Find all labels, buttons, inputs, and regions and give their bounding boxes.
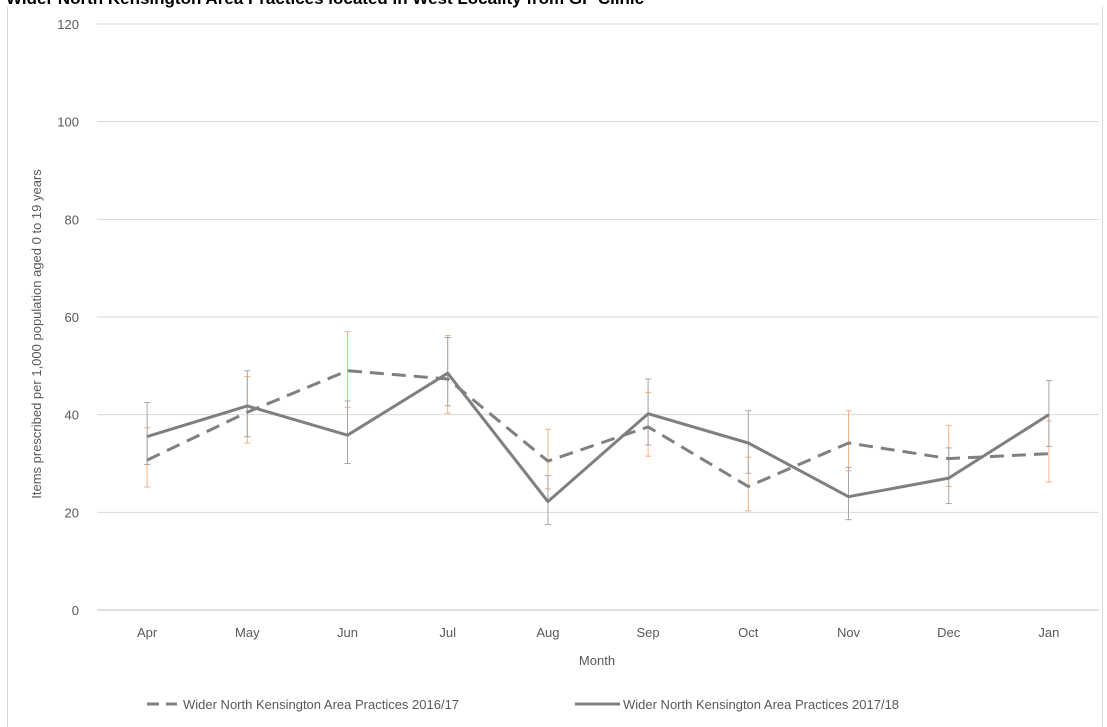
x-tick-label-may: May [235, 625, 260, 640]
x-tick-label-dec: Dec [937, 625, 961, 640]
gridlines [97, 23, 1099, 611]
y-tick-label-0: 0 [72, 603, 79, 618]
x-tick-label-aug: Aug [536, 625, 559, 640]
y-tick-label-40: 40 [65, 408, 79, 423]
error-bar-s1-jan [1045, 379, 1052, 447]
y-tick-label-120: 120 [57, 17, 79, 32]
y-tick-label-100: 100 [57, 115, 79, 130]
error-bar-s1-jun [344, 400, 351, 464]
x-tick-label-jan: Jan [1038, 625, 1059, 640]
error-bar-s0-nov [845, 410, 852, 472]
chart-title: Wider North Kensington Area Practices lo… [0, 0, 1107, 9]
x-tick-label-oct: Oct [738, 625, 759, 640]
error-bar-s1-may [244, 370, 251, 438]
y-axis-title: Items prescribed per 1,000 population ag… [29, 169, 44, 499]
series-line-2017-18 [146, 371, 1050, 504]
x-tick-label-nov: Nov [837, 625, 861, 640]
series-lines [146, 369, 1050, 504]
tick-labels: 0 20 40 60 80 100 120 Apr May Jun Jul Aug Sep Oct Nov D… [57, 17, 1059, 640]
error-bar-s1-nov [845, 466, 852, 521]
error-bar-s1-apr [144, 401, 151, 465]
legend-label-2016-17: Wider North Kensington Area Practices 20… [183, 697, 459, 712]
y-tick-label-20: 20 [65, 505, 79, 520]
x-tick-label-apr: Apr [137, 625, 158, 640]
legend: Wider North Kensington Area Practices 20… [147, 697, 899, 712]
x-axis-title: Month [579, 653, 615, 668]
y-tick-label-60: 60 [65, 310, 79, 325]
legend-label-2017-18: Wider North Kensington Area Practices 20… [623, 697, 899, 712]
x-tick-label-sep: Sep [637, 625, 660, 640]
error-bars [144, 331, 1052, 526]
error-bar-s1-jul [444, 337, 451, 407]
y-tick-label-80: 80 [65, 212, 79, 227]
error-bar-s1-sep [645, 378, 652, 446]
x-tick-label-jul: Jul [439, 625, 456, 640]
chart-frame [7, 7, 1103, 727]
series-line-2016-17 [146, 369, 1049, 488]
x-tick-label-jun: Jun [337, 625, 358, 640]
